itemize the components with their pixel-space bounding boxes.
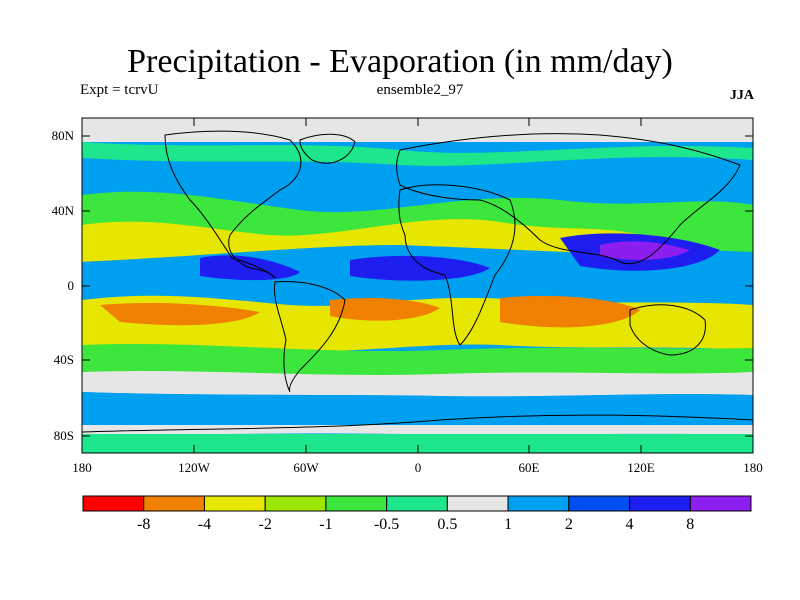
colorbar-swatch-4 — [325, 495, 388, 512]
lon-label-180e: 180 — [743, 460, 763, 475]
colorbar-label-0: -8 — [137, 516, 151, 533]
colorbar-label-7: 2 — [564, 516, 573, 533]
nh-subtropic-yellow — [82, 219, 640, 262]
lat-label-80s: 80S — [53, 428, 74, 443]
lon-label-120e: 120E — [627, 460, 655, 475]
colorbar-swatch-5 — [386, 495, 448, 512]
lon-label-60e: 60E — [518, 460, 540, 475]
south-america — [273, 281, 346, 393]
lat-label-equator: 0 — [67, 278, 75, 293]
australia — [629, 304, 706, 356]
monsoon-core — [600, 241, 690, 260]
eurasia — [396, 133, 741, 265]
antarctic-band — [82, 434, 753, 453]
colorbar-label-2: -2 — [258, 516, 272, 533]
colorbar-label-8: 4 — [625, 516, 634, 533]
lat-label-80n: 80N — [51, 128, 74, 143]
colorbar-label-6: 1 — [504, 516, 513, 533]
colorbar-label-5: 0.5 — [437, 516, 458, 533]
colorbar-swatch-10 — [689, 495, 752, 512]
colorbar-swatch-3 — [264, 495, 327, 512]
greenland — [299, 133, 356, 164]
season-label: JJA — [729, 88, 754, 103]
lon-label-60w: 60W — [293, 460, 319, 475]
antarctic-neutral — [82, 425, 753, 435]
atlantic-dry-core — [330, 297, 440, 321]
lon-label-0: 0 — [414, 460, 422, 475]
africa — [398, 184, 516, 346]
colorbar-swatch-6 — [446, 495, 509, 512]
experiment-label: Expt = tcrvU — [80, 82, 159, 98]
antarctica — [82, 414, 753, 433]
lat-label-40n: 40N — [51, 203, 74, 218]
chart-title: Precipitation - Evaporation (in mm/day) — [127, 43, 673, 80]
colorbar-swatch-8 — [568, 495, 631, 512]
colorbar-swatch-0 — [82, 495, 145, 512]
colorbar-swatch-7 — [507, 495, 570, 512]
pacific-dry-core — [100, 302, 260, 326]
precipitation-field — [82, 118, 753, 453]
southern-ocean-wet — [82, 392, 753, 425]
lon-label-180w: 180 — [72, 460, 92, 475]
colorbar-label-3: -1 — [319, 516, 333, 533]
colorbar — [82, 495, 752, 512]
itcz-atlantic — [350, 255, 490, 281]
colorbar-label-4: -0.5 — [373, 516, 400, 533]
coastlines — [82, 130, 753, 433]
colorbar-label-1: -4 — [197, 516, 212, 533]
colorbar-swatch-9 — [629, 495, 691, 512]
ensemble-label: ensemble2_97 — [376, 82, 464, 98]
north-america — [164, 130, 302, 279]
indian-dry-core — [500, 295, 640, 328]
colorbar-swatch-1 — [143, 495, 205, 512]
sh-neutral-band — [82, 371, 753, 397]
lat-label-40s: 40S — [53, 352, 74, 367]
subarctic-band — [82, 142, 753, 166]
colorbar-label-9: 8 — [686, 516, 695, 533]
colorbar-swatch-2 — [203, 495, 266, 512]
axis-ticks — [82, 118, 753, 453]
lon-label-120w: 120W — [178, 460, 210, 475]
